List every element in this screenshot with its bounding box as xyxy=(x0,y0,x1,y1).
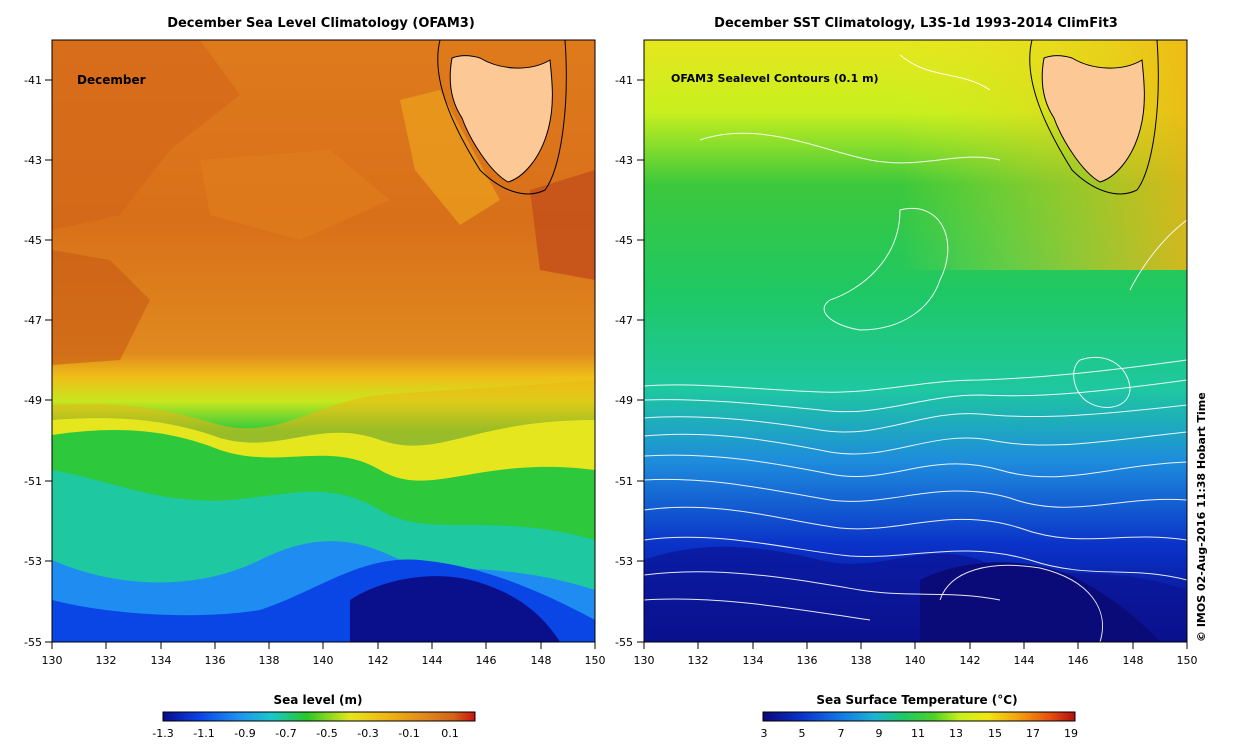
right-y-tick: -43 xyxy=(615,154,633,167)
sst-colorbar-tick: 13 xyxy=(949,727,963,740)
right-x-tick: 146 xyxy=(1068,654,1089,667)
right-x-tick: 136 xyxy=(797,654,818,667)
contour-overlay-label: OFAM3 Sealevel Contours (0.1 m) xyxy=(671,72,879,85)
sea-level-colorbar-tick: -0.9 xyxy=(234,727,255,740)
left-x-tick: 144 xyxy=(422,654,443,667)
right-y-tick: -55 xyxy=(615,636,633,649)
sst-colorbar-tick: 3 xyxy=(761,727,768,740)
left-y-tick: -49 xyxy=(24,394,42,407)
right-y-tick: -49 xyxy=(615,394,633,407)
left-x-tick: 134 xyxy=(151,654,172,667)
sst-colorbar-tick: 15 xyxy=(988,727,1002,740)
sea-level-map xyxy=(52,40,595,642)
sea-level-colorbar-title: Sea level (m) xyxy=(273,693,362,707)
right-y-tick: -45 xyxy=(615,234,633,247)
right-x-tick: 132 xyxy=(688,654,709,667)
right-x-tick: 140 xyxy=(905,654,926,667)
left-x-axis: 130 132 134 136 138 140 142 144 146 148 … xyxy=(42,642,606,667)
sea-level-contours xyxy=(644,54,1187,642)
left-x-tick: 150 xyxy=(585,654,606,667)
left-y-tick: -47 xyxy=(24,314,42,327)
left-y-tick: -55 xyxy=(24,636,42,649)
right-title: December SST Climatology, L3S-1d 1993-20… xyxy=(714,16,1118,31)
right-y-tick: -53 xyxy=(615,555,633,568)
left-y-tick: -45 xyxy=(24,234,42,247)
left-y-tick: -43 xyxy=(24,154,42,167)
right-x-tick: 150 xyxy=(1177,654,1198,667)
left-y-tick: -53 xyxy=(24,555,42,568)
right-y-axis: -41 -43 -45 -47 -49 -51 -53 -55 xyxy=(615,74,644,649)
left-title: December Sea Level Climatology (OFAM3) xyxy=(167,16,475,31)
sst-map xyxy=(644,40,1187,642)
sst-colorbar: Sea Surface Temperature (°C) 3 5 7 9 11 … xyxy=(761,693,1079,740)
month-label: December xyxy=(77,73,146,87)
sea-level-colorbar-tick: -0.3 xyxy=(357,727,378,740)
sst-colorbar-tick: 9 xyxy=(876,727,883,740)
right-y-tick: -51 xyxy=(615,475,633,488)
left-x-tick: 138 xyxy=(259,654,280,667)
left-x-tick: 132 xyxy=(96,654,117,667)
imos-credit: © IMOS 02-Aug-2016 11:38 Hobart Time xyxy=(1195,392,1208,642)
sea-level-colorbar-tick: 0.1 xyxy=(441,727,459,740)
right-y-tick: -47 xyxy=(615,314,633,327)
right-x-tick: 130 xyxy=(634,654,655,667)
sst-colorbar-title: Sea Surface Temperature (°C) xyxy=(816,693,1017,707)
sea-level-colorbar-tick: -0.1 xyxy=(398,727,419,740)
left-x-tick: 146 xyxy=(476,654,497,667)
left-x-tick: 142 xyxy=(368,654,389,667)
right-x-axis: 130 132 134 136 138 140 142 144 146 148 … xyxy=(634,642,1198,667)
sst-colorbar-tick: 11 xyxy=(911,727,925,740)
right-y-tick: -41 xyxy=(615,74,633,87)
left-x-tick: 130 xyxy=(42,654,63,667)
sst-colorbar-tick: 7 xyxy=(838,727,845,740)
right-x-tick: 148 xyxy=(1123,654,1144,667)
left-x-tick: 148 xyxy=(531,654,552,667)
sea-level-colorbar-tick: -0.5 xyxy=(316,727,337,740)
right-x-tick: 134 xyxy=(743,654,764,667)
sea-level-colorbar: Sea level (m) -1.3 -1.1 -0.9 -0.7 -0.5 -… xyxy=(152,693,476,740)
sea-level-colorbar-tick: -1.3 xyxy=(152,727,173,740)
left-x-tick: 136 xyxy=(205,654,226,667)
right-x-tick: 142 xyxy=(960,654,981,667)
sst-colorbar-tick: 17 xyxy=(1026,727,1040,740)
tasmania-land xyxy=(437,40,567,195)
right-x-tick: 138 xyxy=(851,654,872,667)
right-x-tick: 144 xyxy=(1014,654,1035,667)
sea-level-colorbar-tick: -1.1 xyxy=(193,727,214,740)
left-x-tick: 140 xyxy=(313,654,334,667)
left-y-axis: -41 -43 -45 -47 -49 -51 -53 -55 xyxy=(24,74,52,649)
sst-colorbar-tick: 5 xyxy=(799,727,806,740)
left-y-tick: -41 xyxy=(24,74,42,87)
sea-level-colorbar-tick: -0.7 xyxy=(275,727,296,740)
left-y-tick: -51 xyxy=(24,475,42,488)
sst-colorbar-tick: 19 xyxy=(1064,727,1078,740)
tasmania-land xyxy=(1029,40,1159,195)
